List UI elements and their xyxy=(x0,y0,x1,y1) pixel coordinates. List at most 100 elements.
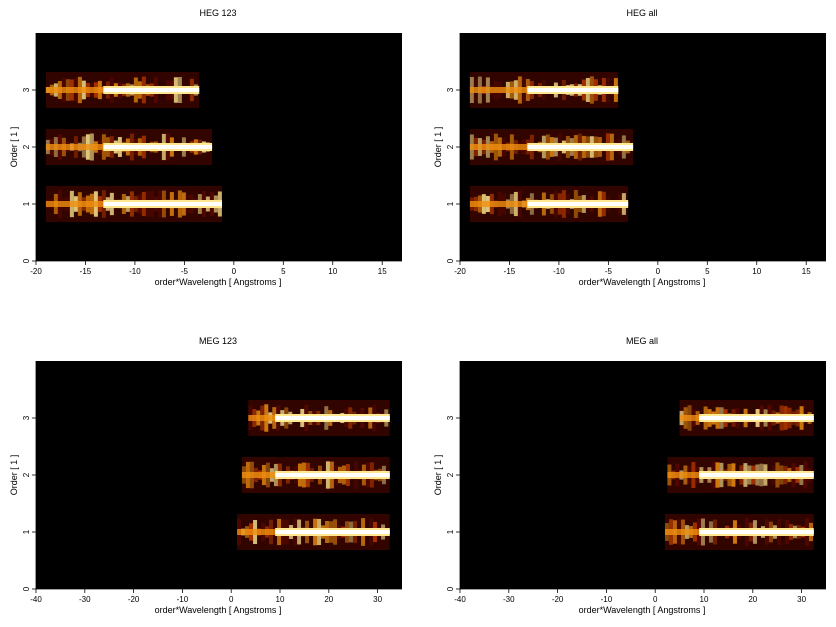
panel-heg-123: HEG 123 -20 -15 -10 -5 0 5 10 15 0 1 2 3 order*Wav… xyxy=(9,8,402,287)
x-tick-label: -10 xyxy=(177,595,189,604)
x-tick-label: 0 xyxy=(229,595,234,604)
x-tick-label: -10 xyxy=(601,595,613,604)
band-trace-faint xyxy=(45,144,104,150)
y-tick-label: 1 xyxy=(22,201,31,206)
x-tick-label: -20 xyxy=(454,267,466,276)
y-axis-label: Order [ 1 ] xyxy=(9,455,19,496)
y-tick-label: 3 xyxy=(446,87,455,92)
order-band-1 xyxy=(237,514,390,550)
panel-meg-all: MEG all -40 -30 -20 -10 0 10 20 30 0 1 2 3 order*W… xyxy=(433,336,826,615)
x-tick-label: 20 xyxy=(324,595,333,604)
x-tick-label: -20 xyxy=(128,595,140,604)
y-axis: 0 1 2 3 xyxy=(446,33,461,263)
band-trace-core xyxy=(275,416,390,420)
x-tick-label: -10 xyxy=(553,267,565,276)
y-axis-label: Order [ 1 ] xyxy=(9,127,19,168)
panel-title: HEG all xyxy=(626,8,657,18)
x-tick-label: 10 xyxy=(700,595,709,604)
x-tick-label: 0 xyxy=(232,267,237,276)
x-tick-label: 0 xyxy=(656,267,661,276)
y-tick-label: 2 xyxy=(22,472,31,477)
band-trace-core xyxy=(275,473,390,477)
x-axis: -40 -30 -20 -10 0 10 20 30 xyxy=(454,588,826,604)
order-band-2 xyxy=(241,457,390,493)
x-tick-label: -40 xyxy=(454,595,466,604)
x-tick-label: 5 xyxy=(705,267,710,276)
order-band-2 xyxy=(667,457,814,493)
x-tick-label: 15 xyxy=(802,267,811,276)
y-tick-label: 2 xyxy=(446,472,455,477)
y-tick-label: 1 xyxy=(446,529,455,534)
order-band-3 xyxy=(469,72,619,108)
band-trace-core xyxy=(699,416,814,420)
band-trace-faint xyxy=(664,529,700,535)
x-tick-label: 20 xyxy=(748,595,757,604)
band-trace-core xyxy=(103,88,200,92)
band-trace-core xyxy=(699,530,814,534)
x-axis: -20 -15 -10 -5 0 5 10 15 xyxy=(30,260,402,276)
x-axis-label: order*Wavelength [ Angstroms ] xyxy=(155,277,282,287)
y-tick-label: 0 xyxy=(446,586,455,591)
order-band-1 xyxy=(45,186,222,222)
x-tick-label: -20 xyxy=(552,595,564,604)
band-trace-faint xyxy=(469,144,528,150)
x-tick-label: -5 xyxy=(181,267,189,276)
y-tick-label: 3 xyxy=(22,415,31,420)
band-trace-faint xyxy=(667,472,700,478)
y-tick-label: 1 xyxy=(446,201,455,206)
band-trace-faint xyxy=(248,415,276,421)
y-tick-label: 2 xyxy=(22,144,31,149)
band-trace-core xyxy=(103,202,222,206)
band-trace-core xyxy=(103,145,213,149)
x-tick-label: 5 xyxy=(281,267,286,276)
y-axis: 0 1 2 3 xyxy=(22,361,37,591)
panel-heg-all: HEG all -20 -15 -10 -5 0 5 10 15 0 1 2 3 order*Wav… xyxy=(433,8,826,287)
y-tick-label: 0 xyxy=(446,258,455,263)
band-trace-faint xyxy=(469,87,528,93)
order-band-1 xyxy=(664,514,814,550)
order-band-1 xyxy=(469,186,629,222)
heatmap-marks xyxy=(469,72,634,222)
x-tick-label: -20 xyxy=(30,267,42,276)
x-tick-label: -40 xyxy=(30,595,42,604)
y-tick-label: 0 xyxy=(22,258,31,263)
heatmap-marks xyxy=(664,400,814,550)
order-band-3 xyxy=(45,72,200,108)
panel-title: MEG 123 xyxy=(199,336,237,346)
order-band-3 xyxy=(679,400,814,436)
heatmap-marks xyxy=(237,400,390,550)
band-trace-core xyxy=(699,473,814,477)
x-tick-label: -5 xyxy=(605,267,613,276)
band-trace-core xyxy=(275,530,390,534)
x-tick-label: -30 xyxy=(503,595,515,604)
x-tick-label: 0 xyxy=(653,595,658,604)
order-band-3 xyxy=(248,400,390,436)
x-axis: -20 -15 -10 -5 0 5 10 15 xyxy=(454,260,826,276)
x-tick-label: -10 xyxy=(129,267,141,276)
band-trace-core xyxy=(527,202,629,206)
y-axis: 0 1 2 3 xyxy=(446,361,461,591)
x-tick-label: -30 xyxy=(79,595,91,604)
x-tick-label: 30 xyxy=(797,595,806,604)
y-tick-label: 3 xyxy=(22,87,31,92)
panel-title: MEG all xyxy=(626,336,658,346)
y-axis-label: Order [ 1 ] xyxy=(433,127,443,168)
y-tick-label: 2 xyxy=(446,144,455,149)
y-axis: 0 1 2 3 xyxy=(22,33,37,263)
y-tick-label: 1 xyxy=(22,529,31,534)
band-trace-faint xyxy=(469,201,528,207)
x-axis: -40 -30 -20 -10 0 10 20 30 xyxy=(30,588,402,604)
band-trace-faint xyxy=(45,201,104,207)
band-trace-faint xyxy=(679,415,700,421)
x-tick-label: 15 xyxy=(378,267,387,276)
panel-meg-123: MEG 123 -40 -30 -20 -10 0 10 20 30 0 1 2 3 order*W… xyxy=(9,336,402,615)
band-trace-core xyxy=(527,88,619,92)
x-tick-label: 30 xyxy=(373,595,382,604)
x-tick-label: 10 xyxy=(328,267,337,276)
x-axis-label: order*Wavelength [ Angstroms ] xyxy=(579,605,706,615)
x-axis-label: order*Wavelength [ Angstroms ] xyxy=(579,277,706,287)
y-tick-label: 0 xyxy=(22,586,31,591)
order-band-2 xyxy=(45,129,213,165)
y-tick-label: 3 xyxy=(446,415,455,420)
x-tick-label: -15 xyxy=(504,267,516,276)
